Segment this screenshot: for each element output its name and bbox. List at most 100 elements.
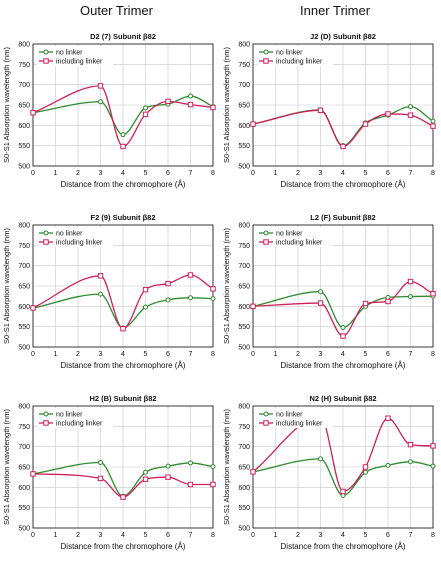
y-tick-label: 700 xyxy=(238,444,250,451)
x-tick-label: 6 xyxy=(166,532,170,539)
x-tick-label: 0 xyxy=(31,351,35,358)
data-point-including-linker xyxy=(385,111,391,117)
data-point-no-linker xyxy=(98,291,103,297)
chart-panel-j2: 500 550 600 650 700 750 800 0 1 2 3 4 5 6 7 8 J2 (D) Sub… xyxy=(220,26,440,209)
data-point-no-linker xyxy=(98,460,103,466)
data-point-including-linker xyxy=(187,101,194,108)
data-point-including-linker xyxy=(97,475,104,482)
chart-panel-d2: 500 550 600 650 700 750 800 0 1 2 3 4 5 6 7 8 D2 (7) Sub… xyxy=(0,26,220,209)
chart-svg-d2: 500 550 600 650 700 750 800 0 1 2 3 4 5 6 7 8 D2 (7) Sub… xyxy=(2,32,216,189)
y-tick-label: 650 xyxy=(238,284,250,291)
legend-marker-including-linker xyxy=(263,239,269,245)
x-tick-label: 8 xyxy=(431,532,435,539)
x-tick-label: 7 xyxy=(409,170,413,177)
data-point-including-linker xyxy=(30,471,36,477)
data-point-no-linker xyxy=(210,464,216,470)
plot-frame xyxy=(252,43,434,167)
y-tick-label: 700 xyxy=(18,444,30,451)
data-point-including-linker xyxy=(430,291,436,297)
x-tick-label: 6 xyxy=(166,351,170,358)
legend-marker-no-linker xyxy=(263,49,269,55)
x-tick-label: 5 xyxy=(364,170,368,177)
y-axis-label: S0-S1 Absorption wavelength (nm) xyxy=(222,228,231,344)
x-tick-label: 0 xyxy=(31,532,35,539)
legend-label: including linker xyxy=(56,59,103,66)
y-tick-label: 750 xyxy=(18,424,30,431)
data-point-no-linker xyxy=(143,304,148,310)
legend-marker-no-linker xyxy=(263,411,269,417)
data-point-including-linker xyxy=(142,111,149,118)
chart-svg-f2: 500 550 600 650 700 750 800 0 1 2 3 4 5 6 7 8 F2 (9) Sub… xyxy=(2,213,216,370)
legend-box xyxy=(37,227,113,247)
y-tick-label: 550 xyxy=(238,505,250,512)
chart-panel-h2: 500 550 600 650 700 750 800 0 1 2 3 4 5 6 7 8 H2 (B) Sub… xyxy=(0,388,220,571)
x-tick-label: 0 xyxy=(251,170,255,177)
data-point-including-linker xyxy=(210,104,216,111)
x-tick-label: 4 xyxy=(341,532,345,539)
data-point-including-linker xyxy=(362,121,369,127)
y-axis-label: S0-S1 Absorption wavelength (nm) xyxy=(2,409,11,525)
x-tick-label: 1 xyxy=(274,532,278,539)
legend-label: including linker xyxy=(276,421,323,428)
data-point-no-linker xyxy=(318,456,323,462)
data-point-including-linker xyxy=(407,278,414,285)
x-tick-label: 6 xyxy=(166,170,170,177)
legend-label: no linker xyxy=(56,50,83,57)
plot-frame xyxy=(252,224,434,348)
data-point-including-linker xyxy=(142,476,149,482)
y-tick-label: 700 xyxy=(18,263,30,270)
x-tick-label: 8 xyxy=(211,170,215,177)
data-point-including-linker xyxy=(120,326,126,332)
y-tick-label: 800 xyxy=(18,404,30,411)
data-point-no-linker xyxy=(165,297,171,303)
legend-label: including linker xyxy=(56,240,103,247)
x-tick-label: 0 xyxy=(251,351,255,358)
data-point-including-linker xyxy=(430,443,436,449)
y-tick-label: 500 xyxy=(18,164,30,171)
chart-title: L2 (F) Subunit β82 xyxy=(310,213,375,222)
data-point-no-linker xyxy=(165,463,171,469)
data-point-no-linker xyxy=(385,462,391,468)
x-tick-label: 4 xyxy=(121,351,125,358)
data-point-including-linker xyxy=(430,123,436,129)
x-tick-label: 6 xyxy=(386,170,390,177)
legend-marker-no-linker xyxy=(43,411,49,417)
data-point-no-linker xyxy=(408,459,413,465)
x-tick-label: 5 xyxy=(144,351,148,358)
data-point-including-linker xyxy=(385,298,391,305)
legend-box xyxy=(37,408,113,428)
data-point-including-linker xyxy=(362,300,369,307)
data-point-including-linker xyxy=(210,286,216,292)
x-tick-label: 1 xyxy=(274,351,278,358)
x-axis-label: Distance from the chromophore (Å) xyxy=(61,361,186,370)
y-axis-label: S0-S1 Absorption wavelength (nm) xyxy=(2,47,11,163)
x-tick-label: 8 xyxy=(431,170,435,177)
y-tick-label: 650 xyxy=(238,465,250,472)
x-tick-label: 3 xyxy=(319,532,323,539)
x-tick-label: 7 xyxy=(189,170,193,177)
y-tick-label: 700 xyxy=(18,82,30,89)
data-point-including-linker xyxy=(30,110,36,116)
x-tick-label: 2 xyxy=(296,170,300,177)
data-point-no-linker xyxy=(143,105,148,111)
data-point-no-linker xyxy=(98,99,103,105)
data-point-including-linker xyxy=(362,464,369,470)
y-tick-label: 500 xyxy=(238,526,250,533)
chart-panel-l2: 500 550 600 650 700 750 800 0 1 2 3 4 5 6 7 8 L2 (F) Sub… xyxy=(220,207,440,390)
y-tick-label: 550 xyxy=(18,143,30,150)
legend-marker-no-linker xyxy=(43,230,49,236)
x-tick-label: 7 xyxy=(409,532,413,539)
chart-title: N2 (H) Subunit β82 xyxy=(309,394,376,403)
data-point-including-linker xyxy=(120,143,126,150)
legend-label: no linker xyxy=(276,231,303,238)
chart-title: J2 (D) Subunit β82 xyxy=(310,32,376,41)
data-point-no-linker xyxy=(363,469,368,475)
data-point-no-linker xyxy=(408,294,413,300)
y-tick-label: 750 xyxy=(18,62,30,69)
data-point-including-linker xyxy=(165,474,171,480)
data-point-no-linker xyxy=(408,104,413,110)
data-point-no-linker xyxy=(210,296,216,302)
y-tick-label: 750 xyxy=(18,243,30,250)
x-tick-label: 7 xyxy=(189,532,193,539)
y-tick-label: 800 xyxy=(18,223,30,230)
